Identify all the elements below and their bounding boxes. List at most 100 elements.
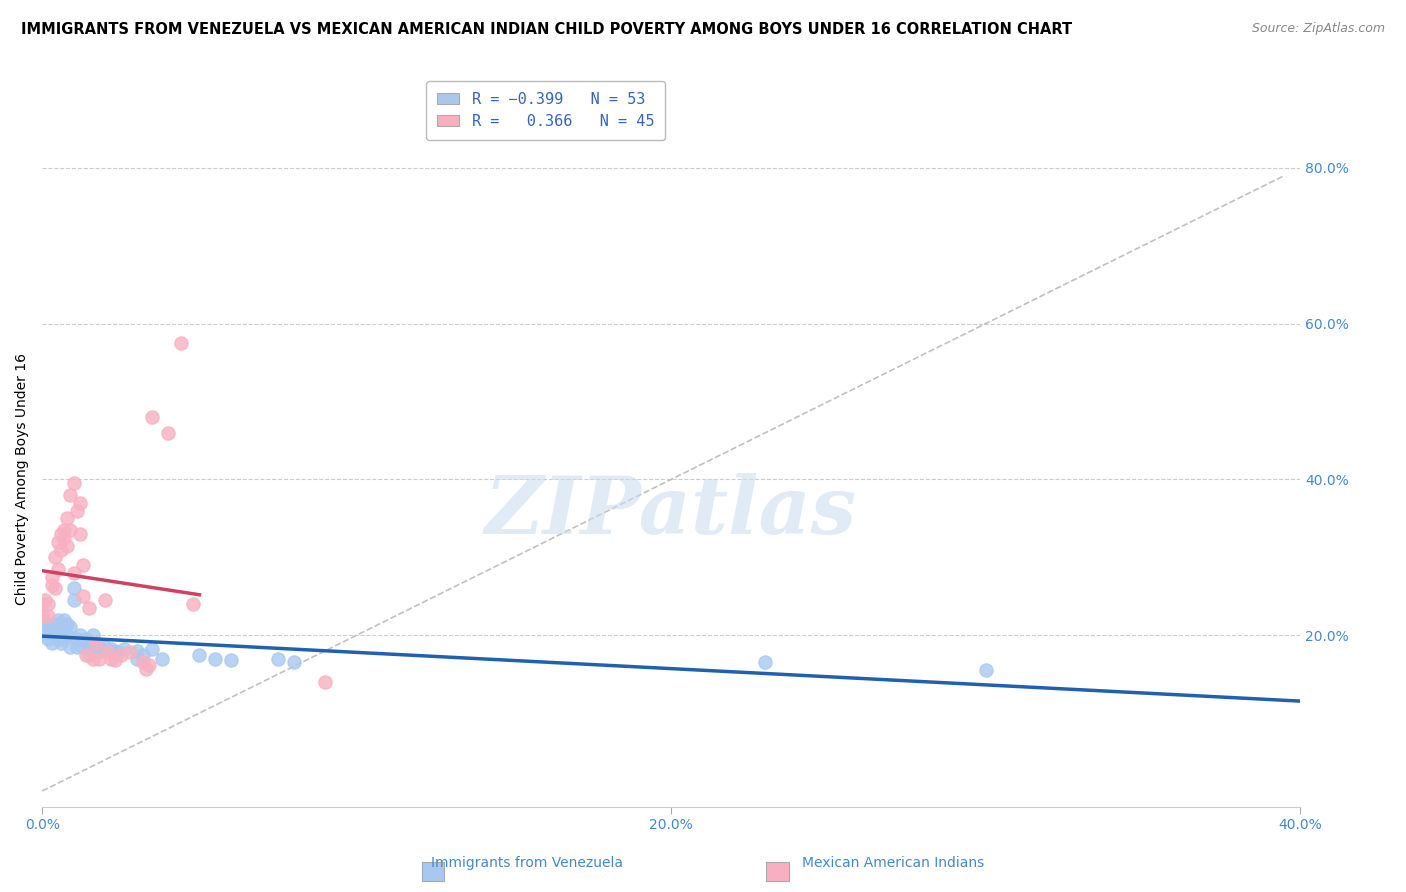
Point bbox=[314, 675, 336, 690]
Point bbox=[44, 582, 66, 596]
Point bbox=[49, 616, 72, 631]
Point bbox=[37, 632, 59, 646]
Point bbox=[100, 651, 122, 665]
Point bbox=[283, 656, 305, 670]
Point bbox=[56, 616, 79, 631]
Point bbox=[46, 534, 69, 549]
Point bbox=[97, 645, 120, 659]
Point bbox=[120, 645, 142, 659]
Point bbox=[44, 616, 66, 631]
Point bbox=[46, 562, 69, 576]
Point bbox=[56, 628, 79, 642]
Point bbox=[53, 531, 76, 545]
Point bbox=[72, 589, 94, 603]
Point bbox=[44, 624, 66, 639]
Point bbox=[59, 640, 82, 654]
Point bbox=[974, 663, 997, 677]
Point bbox=[53, 620, 76, 634]
Point bbox=[156, 425, 179, 440]
Point bbox=[84, 644, 107, 658]
Point bbox=[219, 653, 242, 667]
Point bbox=[69, 527, 91, 541]
Point bbox=[94, 640, 117, 654]
Point bbox=[41, 577, 63, 591]
Point bbox=[132, 656, 155, 670]
Point bbox=[62, 566, 84, 580]
Text: ZIPatlas: ZIPatlas bbox=[485, 474, 858, 551]
Point bbox=[59, 523, 82, 537]
Point bbox=[87, 651, 110, 665]
Point bbox=[267, 651, 290, 665]
Point bbox=[31, 613, 53, 627]
Point bbox=[41, 570, 63, 584]
Point bbox=[110, 648, 132, 662]
Point bbox=[754, 656, 776, 670]
Point bbox=[49, 542, 72, 557]
Point bbox=[34, 593, 56, 607]
Point bbox=[66, 640, 89, 654]
Text: Immigrants from Venezuela: Immigrants from Venezuela bbox=[432, 855, 623, 870]
Point bbox=[141, 410, 163, 425]
Point bbox=[79, 601, 101, 615]
Point bbox=[94, 593, 117, 607]
Point bbox=[138, 657, 160, 672]
Point bbox=[125, 644, 148, 658]
Point bbox=[46, 613, 69, 627]
Point bbox=[125, 651, 148, 665]
Point bbox=[82, 628, 104, 642]
Point bbox=[75, 632, 97, 646]
Point bbox=[107, 645, 129, 659]
Point bbox=[53, 632, 76, 646]
Text: Source: ZipAtlas.com: Source: ZipAtlas.com bbox=[1251, 22, 1385, 36]
Point bbox=[82, 651, 104, 665]
Point bbox=[135, 662, 157, 676]
Text: Mexican American Indians: Mexican American Indians bbox=[801, 855, 984, 870]
Point bbox=[41, 636, 63, 650]
Point bbox=[150, 651, 173, 665]
Point bbox=[69, 496, 91, 510]
Point bbox=[56, 539, 79, 553]
Point bbox=[53, 613, 76, 627]
Point bbox=[188, 648, 211, 662]
Point bbox=[112, 642, 135, 657]
Point bbox=[49, 624, 72, 639]
Point bbox=[31, 597, 53, 611]
Point bbox=[62, 476, 84, 491]
Point bbox=[87, 640, 110, 654]
Legend: R = −0.399   N = 53, R =   0.366   N = 45: R = −0.399 N = 53, R = 0.366 N = 45 bbox=[426, 81, 665, 140]
Point bbox=[56, 511, 79, 525]
Point bbox=[91, 644, 114, 658]
Y-axis label: Child Poverty Among Boys Under 16: Child Poverty Among Boys Under 16 bbox=[15, 353, 30, 606]
Point bbox=[44, 550, 66, 565]
Point bbox=[49, 636, 72, 650]
Point bbox=[66, 632, 89, 646]
Point bbox=[49, 527, 72, 541]
Point bbox=[59, 620, 82, 634]
Point bbox=[84, 640, 107, 654]
Point bbox=[37, 597, 59, 611]
Point bbox=[46, 620, 69, 634]
Point bbox=[79, 640, 101, 654]
Point bbox=[72, 558, 94, 573]
Point bbox=[31, 608, 53, 623]
Point bbox=[84, 636, 107, 650]
Point bbox=[46, 632, 69, 646]
Point bbox=[103, 653, 125, 667]
Point bbox=[69, 628, 91, 642]
Point bbox=[62, 582, 84, 596]
Point bbox=[132, 648, 155, 662]
Point bbox=[59, 488, 82, 502]
Point bbox=[34, 620, 56, 634]
Point bbox=[37, 616, 59, 631]
Point bbox=[72, 640, 94, 654]
Point bbox=[204, 651, 226, 665]
Point bbox=[79, 648, 101, 662]
Point bbox=[41, 620, 63, 634]
Point bbox=[181, 597, 204, 611]
Point bbox=[103, 644, 125, 658]
Point bbox=[62, 593, 84, 607]
Point bbox=[66, 503, 89, 517]
Point bbox=[141, 642, 163, 657]
Point bbox=[37, 608, 59, 623]
Point bbox=[31, 628, 53, 642]
